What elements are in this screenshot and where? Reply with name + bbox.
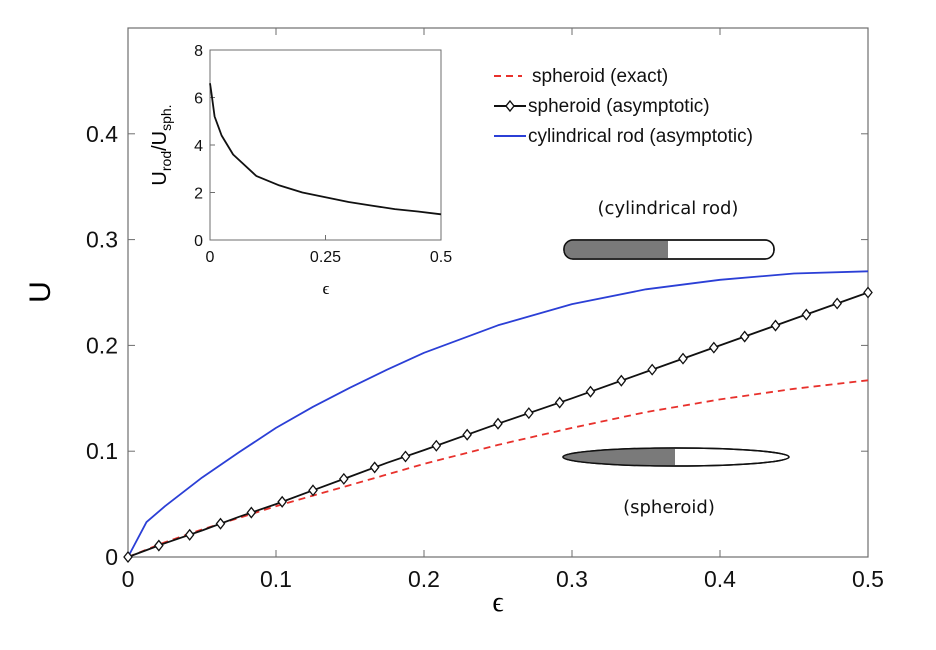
diamond-marker xyxy=(554,396,565,409)
inset-x-axis-label: ϵ xyxy=(323,279,330,298)
inset-plot-frame xyxy=(209,49,442,241)
diamond-marker xyxy=(123,550,133,564)
diamond-marker xyxy=(832,297,842,310)
diamond-marker xyxy=(462,428,472,441)
legend-label-cylindrical-rod: cylindrical rod (asymptotic) xyxy=(528,126,753,147)
rod-shape-border xyxy=(563,239,775,260)
diamond-marker xyxy=(585,385,596,398)
main-y-tick-label: 0.1 xyxy=(86,438,118,464)
diamond-marker xyxy=(801,308,812,321)
main-x-tick-label: 0.5 xyxy=(852,566,884,592)
inset-ratio-line xyxy=(209,83,442,216)
legend-label-spheroid-asymptotic: spheroid (asymptotic) xyxy=(528,96,710,117)
main-x-tick-label: 0.1 xyxy=(260,566,292,592)
series-line-spheroid-exact xyxy=(127,379,869,558)
main-x-tick-label: 0.2 xyxy=(408,566,440,592)
diamond-marker xyxy=(616,374,627,387)
main-x-axis-ticks: 0 0.1 0.2 0.3 0.4 0.5 xyxy=(122,28,884,592)
inset-x-tick-label: 0.25 xyxy=(310,249,341,266)
diamond-marker xyxy=(770,319,781,332)
rod-shape-dark-half xyxy=(563,240,668,259)
legend-label-spheroid-exact: spheroid (exact) xyxy=(532,66,668,87)
legend-diamond-marker xyxy=(505,99,515,113)
inset-y-tick-label: 4 xyxy=(194,138,203,155)
diamond-marker xyxy=(647,363,657,376)
diamond-marker xyxy=(339,472,349,485)
main-y-tick-label: 0.4 xyxy=(86,121,118,147)
main-y-axis-ticks: 0 0.1 0.2 0.3 0.4 xyxy=(86,121,868,570)
main-y-tick-label: 0.2 xyxy=(86,332,118,358)
inset-x-axis-ticks: 0 0.25 0.5 xyxy=(206,235,452,266)
diamond-marker xyxy=(431,439,442,452)
diamond-marker xyxy=(709,341,719,354)
main-series-group xyxy=(123,270,873,564)
cylindrical-rod-label: (cylindrical rod) xyxy=(598,198,739,219)
main-y-axis-label: U xyxy=(24,281,57,303)
inset-y-tick-label: 6 xyxy=(194,91,203,108)
diamond-marker xyxy=(277,495,287,508)
diamond-marker xyxy=(215,517,226,530)
diamond-marker xyxy=(308,484,318,497)
main-x-tick-label: 0.3 xyxy=(556,566,588,592)
main-y-tick-label: 0 xyxy=(105,544,118,570)
main-x-tick-label: 0 xyxy=(122,566,135,592)
main-x-tick-label: 0.4 xyxy=(704,566,736,592)
diamond-marker xyxy=(184,528,195,541)
diamond-marker xyxy=(524,407,534,420)
inset-x-tick-label: 0.5 xyxy=(430,249,452,266)
inset-y-tick-label: 0 xyxy=(194,233,203,250)
legend: spheroid (exact) spheroid (asymptotic) c… xyxy=(494,66,753,147)
main-y-tick-label: 0.3 xyxy=(86,227,118,253)
diamond-marker xyxy=(678,352,688,365)
spheroid-illustration: (spheroid) xyxy=(562,447,790,518)
spheroid-shape-dark-half xyxy=(563,448,675,466)
diamond-marker xyxy=(154,539,164,552)
inset-series-group xyxy=(209,83,442,216)
diamond-marker xyxy=(246,506,257,519)
inset-x-tick-label: 0 xyxy=(206,249,215,266)
spheroid-label: (spheroid) xyxy=(623,497,715,518)
inset-y-tick-label: 2 xyxy=(194,186,203,203)
spheroid-shape-border xyxy=(562,447,790,467)
diamond-marker xyxy=(863,286,873,299)
main-x-axis-label: ϵ xyxy=(492,587,503,618)
diamond-marker xyxy=(739,330,750,343)
inset-y-tick-label: 8 xyxy=(194,43,203,60)
main-plot: 0 0.1 0.2 0.3 0.4 0.5 0 0.1 0.2 0.3 0.4 ϵ U xyxy=(24,27,884,618)
diamond-marker xyxy=(400,450,411,463)
diamond-marker xyxy=(493,417,503,430)
diamond-marker xyxy=(369,461,380,474)
cylindrical-rod-illustration: (cylindrical rod) xyxy=(563,198,775,260)
series-line-cylindrical-rod xyxy=(127,270,869,558)
